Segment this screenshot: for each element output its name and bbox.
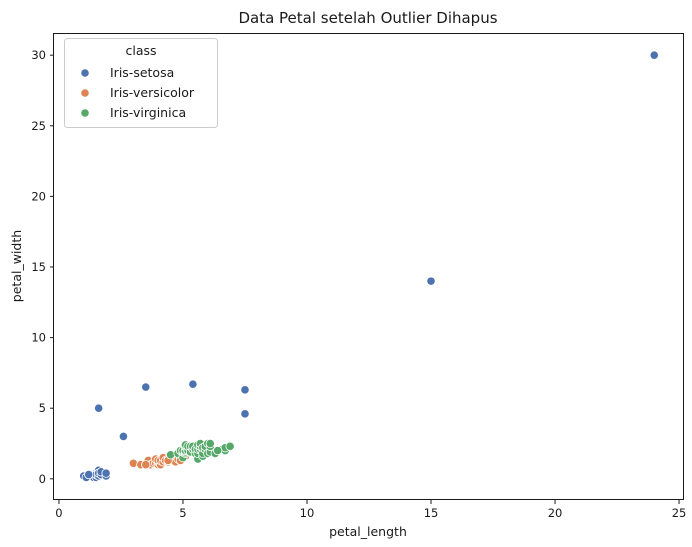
y-tick-label: 15 xyxy=(31,260,46,274)
data-point xyxy=(141,382,151,392)
x-tick-label: 0 xyxy=(55,506,62,520)
data-point xyxy=(649,50,659,60)
data-point xyxy=(128,458,138,468)
data-point xyxy=(101,468,111,478)
data-point xyxy=(118,431,129,442)
x-tick-label: 15 xyxy=(424,506,439,520)
x-tick-label: 20 xyxy=(548,506,563,520)
y-axis-label: petal_width xyxy=(9,230,24,302)
data-point xyxy=(188,379,198,389)
legend-label: Iris-versicolor xyxy=(110,85,195,100)
x-tick-label: 25 xyxy=(672,506,687,520)
data-point xyxy=(426,276,436,286)
legend-marker xyxy=(80,88,90,98)
legend-label: Iris-virginica xyxy=(110,105,186,120)
data-point xyxy=(225,441,235,451)
data-point xyxy=(141,460,151,470)
x-tick-label: 10 xyxy=(300,506,315,520)
y-tick-label: 20 xyxy=(31,189,46,203)
data-point xyxy=(84,469,94,480)
x-tick-label: 5 xyxy=(179,506,186,520)
data-point xyxy=(213,445,223,456)
y-tick-label: 30 xyxy=(31,48,46,62)
x-axis: 0 5 10 15 20 25 xyxy=(55,500,686,520)
data-point xyxy=(165,450,176,460)
plot-area xyxy=(79,50,659,483)
legend-title: class xyxy=(125,43,156,58)
data-point xyxy=(240,385,250,395)
chart-title: Data Petal setelah Outlier Dihapus xyxy=(238,9,497,27)
y-tick-label: 25 xyxy=(31,119,46,133)
legend-marker xyxy=(80,68,90,78)
y-axis: 0 5 10 15 20 25 30 xyxy=(31,48,54,486)
y-tick-label: 0 xyxy=(39,472,46,486)
legend: class Iris-setosa Iris-versicolor Iris-vir… xyxy=(64,38,218,128)
legend-box xyxy=(64,38,218,128)
x-axis-label: petal_length xyxy=(329,524,407,539)
data-point xyxy=(94,403,104,413)
data-point xyxy=(205,438,215,449)
y-tick-label: 5 xyxy=(39,401,46,415)
legend-label: Iris-setosa xyxy=(110,65,174,80)
y-tick-label: 10 xyxy=(31,331,46,345)
data-point xyxy=(240,409,250,419)
legend-marker xyxy=(80,108,90,118)
